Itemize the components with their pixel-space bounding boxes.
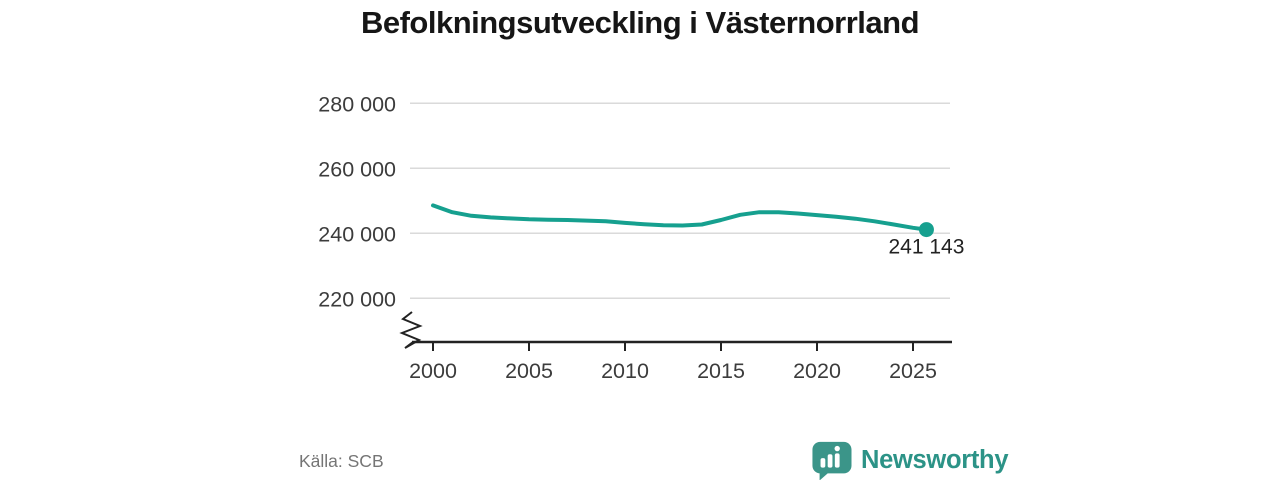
last-value-label: 241 143 [888,236,964,259]
population-line [431,203,929,232]
x-tick-label: 2015 [697,359,745,383]
y-axis-break-icon [399,311,423,349]
x-tick-label: 2025 [889,359,937,383]
x-tick-label: 2005 [505,359,553,383]
x-tick-label: 2020 [793,359,841,383]
y-tick-label: 280 000 [318,92,396,116]
x-tick-label: 2010 [601,359,649,383]
x-tick-label: 2000 [409,359,457,383]
source-note: Källa: SCB [299,451,384,471]
newsworthy-brand: Newsworthy [810,440,1009,480]
newsworthy-logo-icon [812,441,852,480]
y-tick-label: 240 000 [318,222,396,246]
page-title: Befolkningsutveckling i Västernorrland [360,5,920,40]
last-value-marker [918,222,934,238]
brand-name: Newsworthy [861,445,1009,474]
y-tick-label: 220 000 [318,287,396,311]
y-tick-label: 260 000 [318,157,396,181]
bar-chart-glyph [820,445,840,468]
